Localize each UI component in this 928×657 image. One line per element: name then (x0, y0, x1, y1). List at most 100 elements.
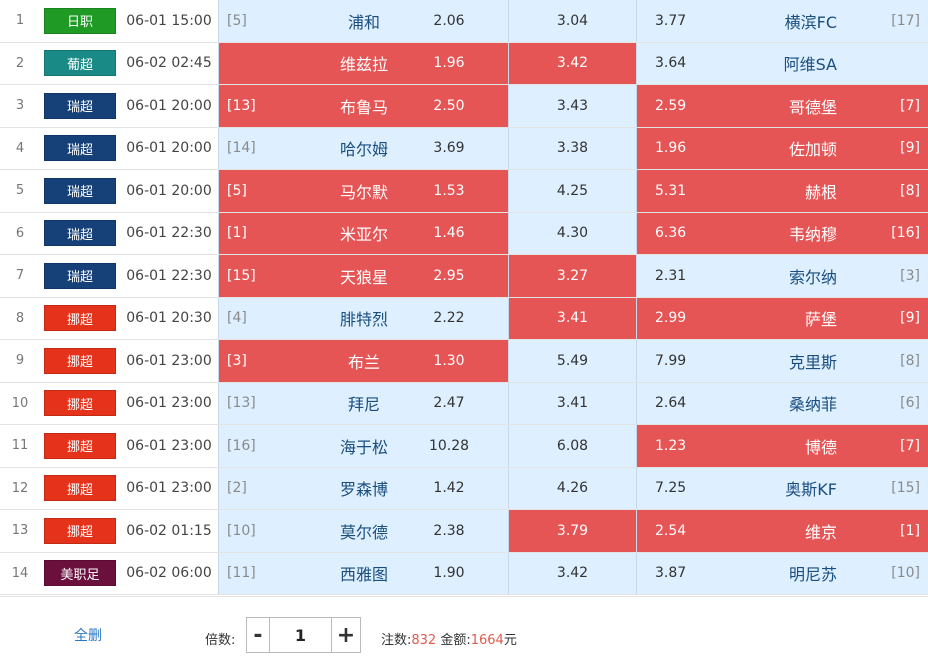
match-number: 1 (15, 13, 25, 29)
match-row: 11 挪超 06-01 23:00 [16] 海于松 10.28 6.08 1.23 博德 [7] (0, 425, 928, 468)
draw-option[interactable]: 4.25 (508, 170, 636, 212)
match-row: 10 挪超 06-01 23:00 [13] 拜尼 2.47 3.41 2.64 桑纳菲 [6] (0, 382, 928, 425)
draw-option[interactable]: 4.30 (508, 212, 636, 254)
away-odds: 2.31 (655, 267, 687, 284)
home-rank: [4] (227, 310, 247, 327)
home-odds: 2.47 (433, 395, 465, 412)
draw-odds: 3.79 (556, 522, 589, 539)
league-badge: 美职足 (44, 560, 116, 587)
match-time: 06-01 23:00 (126, 352, 212, 369)
away-win-option[interactable]: 2.59 哥德堡 [7] (636, 85, 928, 127)
draw-odds: 3.27 (556, 267, 589, 284)
home-win-option[interactable]: [5] 马尔默 1.53 (218, 170, 508, 212)
home-win-option[interactable]: [1] 米亚尔 1.46 (218, 212, 508, 254)
home-rank: [13] (227, 97, 256, 114)
away-odds: 1.23 (655, 437, 687, 454)
home-win-option[interactable]: [15] 天狼星 2.95 (218, 255, 508, 297)
home-team: 罗森博 (339, 480, 388, 500)
home-win-option[interactable]: 维兹拉 1.96 (218, 42, 508, 84)
away-win-option[interactable]: 2.54 维京 [1] (636, 510, 928, 552)
away-win-option[interactable]: 2.31 索尔纳 [3] (636, 255, 928, 297)
away-rank: [3] (900, 267, 920, 284)
draw-option[interactable]: 4.26 (508, 467, 636, 509)
away-team: 佐加顿 (788, 140, 837, 160)
match-time: 06-01 20:00 (126, 182, 212, 199)
match-row: 6 瑞超 06-01 22:30 [1] 米亚尔 1.46 4.30 6.36 韦纳穆 [16] (0, 212, 928, 255)
home-odds: 2.50 (433, 97, 465, 114)
match-time: 06-01 23:00 (126, 395, 212, 412)
home-win-option[interactable]: [11] 西雅图 1.90 (218, 552, 508, 594)
increase-button[interactable]: + (331, 618, 360, 652)
match-number: 2 (15, 55, 25, 71)
draw-option[interactable]: 3.38 (508, 127, 636, 169)
home-win-option[interactable]: [10] 莫尔德 2.38 (218, 510, 508, 552)
draw-option[interactable]: 3.41 (508, 382, 636, 424)
league-badge: 挪超 (44, 475, 116, 502)
bet-footer: 全删 倍数: - + 注数:832 金额:1664元 (0, 596, 928, 657)
league-badge: 瑞超 (44, 220, 116, 247)
away-win-option[interactable]: 3.64 阿维SA (636, 42, 928, 84)
away-win-option[interactable]: 1.23 博德 [7] (636, 425, 928, 467)
league-badge: 瑞超 (44, 135, 116, 162)
draw-option[interactable]: 3.79 (508, 510, 636, 552)
home-win-option[interactable]: [16] 海于松 10.28 (218, 425, 508, 467)
away-win-option[interactable]: 3.77 横滨FC [17] (636, 0, 928, 42)
home-win-option[interactable]: [2] 罗森博 1.42 (218, 467, 508, 509)
league-cell: 挪超 (40, 468, 120, 510)
league-cell: 挪超 (40, 340, 120, 382)
home-win-option[interactable]: [3] 布兰 1.30 (218, 340, 508, 382)
away-win-option[interactable]: 7.99 克里斯 [8] (636, 340, 928, 382)
draw-odds: 4.25 (556, 182, 589, 199)
away-rank: [9] (900, 310, 920, 327)
league-cell: 挪超 (40, 425, 120, 467)
league-cell: 瑞超 (40, 128, 120, 170)
draw-option[interactable]: 5.49 (508, 340, 636, 382)
match-row: 3 瑞超 06-01 20:00 [13] 布鲁马 2.50 3.43 2.59 哥德堡 [7] (0, 85, 928, 128)
away-win-option[interactable]: 5.31 赫根 [8] (636, 170, 928, 212)
home-team: 海于松 (339, 437, 388, 457)
away-odds: 2.59 (655, 97, 687, 114)
away-win-option[interactable]: 3.87 明尼苏 [10] (636, 552, 928, 594)
away-odds: 2.64 (655, 395, 687, 412)
home-rank: [2] (227, 480, 247, 497)
draw-option[interactable]: 6.08 (508, 425, 636, 467)
draw-option[interactable]: 3.42 (508, 552, 636, 594)
multiplier-stepper: - + (246, 617, 361, 653)
home-odds: 10.28 (428, 437, 470, 454)
draw-option[interactable]: 3.27 (508, 255, 636, 297)
draw-option[interactable]: 3.04 (508, 0, 636, 42)
away-odds: 3.77 (655, 12, 687, 29)
clear-all-link[interactable]: 全删 (74, 628, 102, 644)
away-odds: 3.64 (655, 55, 687, 72)
home-win-option[interactable]: [13] 拜尼 2.47 (218, 382, 508, 424)
match-time: 06-01 22:30 (126, 225, 212, 242)
decrease-button[interactable]: - (247, 618, 270, 652)
away-win-option[interactable]: 1.96 佐加顿 [9] (636, 127, 928, 169)
home-win-option[interactable]: [13] 布鲁马 2.50 (218, 85, 508, 127)
match-row: 5 瑞超 06-01 20:00 [5] 马尔默 1.53 4.25 5.31 赫根 [8] (0, 170, 928, 213)
draw-option[interactable]: 3.42 (508, 42, 636, 84)
draw-option[interactable]: 3.41 (508, 297, 636, 339)
match-number: 11 (11, 438, 29, 454)
home-win-option[interactable]: [4] 腓特烈 2.22 (218, 297, 508, 339)
league-badge: 日职 (44, 7, 116, 34)
away-odds: 2.54 (655, 522, 687, 539)
away-rank: [10] (891, 565, 920, 582)
away-team: 哥德堡 (788, 97, 837, 117)
multiplier-input[interactable] (270, 618, 331, 652)
home-team: 腓特烈 (339, 310, 388, 330)
match-number: 12 (11, 480, 29, 496)
home-odds: 1.46 (433, 225, 465, 242)
draw-option[interactable]: 3.43 (508, 85, 636, 127)
home-win-option[interactable]: [5] 浦和 2.06 (218, 0, 508, 42)
away-win-option[interactable]: 2.99 萨堡 [9] (636, 297, 928, 339)
away-win-option[interactable]: 6.36 韦纳穆 [16] (636, 212, 928, 254)
away-win-option[interactable]: 7.25 奥斯KF [15] (636, 467, 928, 509)
away-rank: [17] (891, 12, 920, 29)
home-team: 哈尔姆 (339, 140, 388, 160)
home-win-option[interactable]: [14] 哈尔姆 3.69 (218, 127, 508, 169)
match-row: 4 瑞超 06-01 20:00 [14] 哈尔姆 3.69 3.38 1.96 佐加顿 [9] (0, 127, 928, 170)
league-badge: 瑞超 (44, 92, 116, 119)
away-rank: [16] (891, 225, 920, 242)
away-win-option[interactable]: 2.64 桑纳菲 [6] (636, 382, 928, 424)
